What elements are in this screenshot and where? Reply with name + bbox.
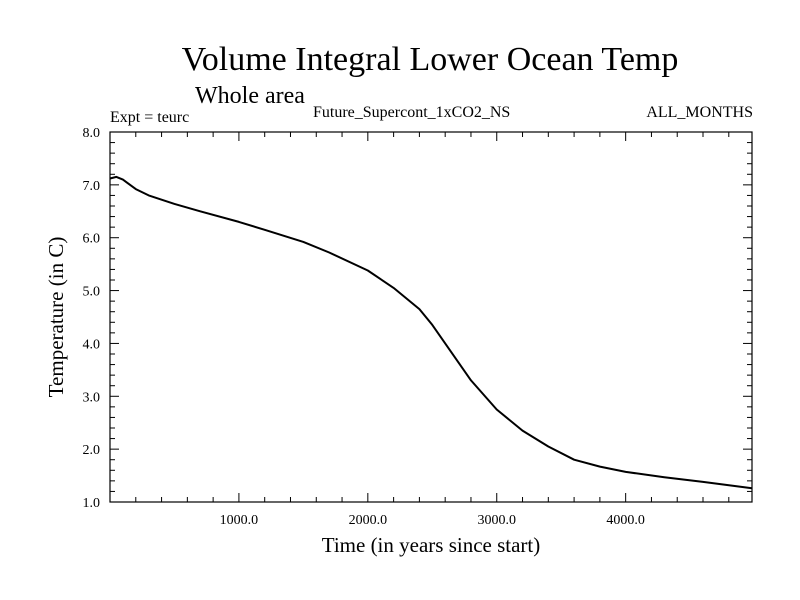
x-axis-label: Time (in years since start): [322, 533, 541, 557]
series-layer: [109, 175, 753, 490]
y-tick-label: 7.0: [83, 179, 101, 194]
plot-frame: [109, 131, 753, 503]
y-tick-label: 5.0: [83, 285, 101, 300]
y-tick-label: 2.0: [83, 443, 101, 458]
axis-ticks: [110, 132, 752, 502]
y-axis-label: Temperature (in C): [44, 237, 68, 398]
chart-title: Volume Integral Lower Ocean Temp: [182, 41, 679, 78]
y-tick-label: 1.0: [83, 496, 101, 511]
y-tick-label: 3.0: [83, 390, 101, 405]
run-name-label: Future_Supercont_1xCO2_NS: [313, 104, 510, 121]
x-tick-label: 4000.0: [606, 513, 645, 528]
experiment-label: Expt = teurc: [110, 109, 189, 126]
y-tick-label: 6.0: [83, 232, 101, 247]
x-tick-label: 1000.0: [220, 513, 259, 528]
x-tick-label: 3000.0: [477, 513, 516, 528]
x-tick-label: 2000.0: [349, 513, 388, 528]
axis-tick-labels: 1000.0 2000.0 3000.0 4000.0 1.0 2.0 3.0 4.0 5.0 6…: [83, 126, 645, 528]
months-label: ALL_MONTHS: [646, 104, 753, 121]
chart-subtitle: Whole area: [195, 83, 305, 109]
y-tick-label: 4.0: [83, 337, 101, 352]
y-tick-label: 8.0: [83, 126, 101, 141]
series-line-0: [109, 175, 753, 490]
